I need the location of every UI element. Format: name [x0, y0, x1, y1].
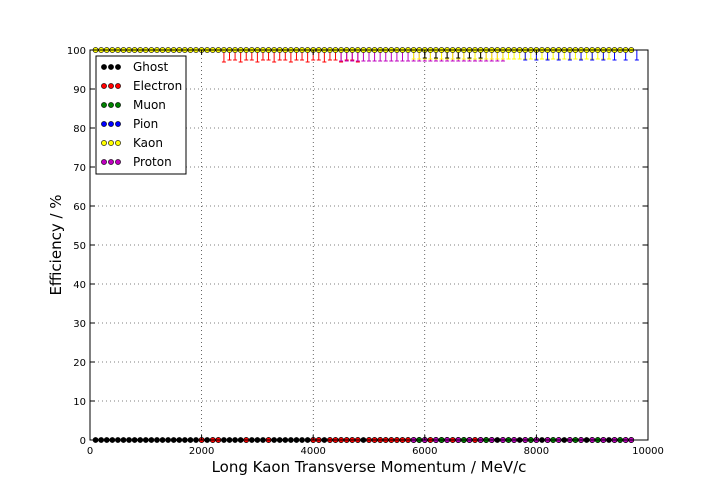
legend-marker-muon: [108, 102, 114, 108]
legend-label-proton: Proton: [133, 155, 172, 169]
y-tick-label: 10: [73, 397, 86, 408]
legend-label-electron: Electron: [133, 79, 182, 93]
x-tick-label: 6000: [412, 446, 437, 457]
legend-label-muon: Muon: [133, 98, 166, 112]
x-tick-label: 2000: [189, 446, 214, 457]
x-tick-label: 8000: [524, 446, 549, 457]
y-tick-label: 50: [73, 241, 86, 252]
y-tick-label: 30: [73, 319, 86, 330]
legend-marker-proton: [115, 159, 121, 165]
legend-box: [95, 55, 187, 175]
legend-marker-ghost: [108, 64, 114, 70]
legend-marker-muon: [115, 102, 121, 108]
legend-marker-proton: [101, 159, 107, 165]
legend-label-ghost: Ghost: [133, 60, 168, 74]
y-axis-title: Efficiency / %: [47, 194, 65, 295]
y-tick-label: 60: [73, 202, 86, 213]
y-tick-label: 100: [67, 46, 86, 57]
legend-marker-electron: [108, 83, 114, 89]
x-axis-title: Long Kaon Transverse Momentum / MeV/c: [212, 458, 527, 476]
y-tick-label: 80: [73, 124, 86, 135]
legend-marker-electron: [115, 83, 121, 89]
legend-marker-ghost: [115, 64, 121, 70]
legend-marker-proton: [108, 159, 114, 165]
legend-marker-ghost: [101, 64, 107, 70]
legend-marker-kaon: [115, 140, 121, 146]
x-axis-ticks: 0 2000 4000 6000 8000 10000: [87, 50, 664, 457]
x-tick-label: 4000: [300, 446, 325, 457]
y-tick-label: 70: [73, 163, 86, 174]
legend-marker-kaon: [101, 140, 107, 146]
legend-label-kaon: Kaon: [133, 136, 163, 150]
x-tick-label: 0: [87, 446, 93, 457]
legend-marker-pion: [115, 121, 121, 127]
legend-marker-muon: [101, 102, 107, 108]
legend-marker-pion: [101, 121, 107, 127]
y-axis-ticks: 0 10 20 30 40 50 60 70 80 90 100: [67, 46, 648, 447]
legend-marker-kaon: [108, 140, 114, 146]
y-tick-label: 90: [73, 85, 86, 96]
legend-marker-electron: [101, 83, 107, 89]
x-tick-label: 10000: [632, 446, 664, 457]
y-tick-label: 40: [73, 280, 86, 291]
legend-marker-pion: [108, 121, 114, 127]
legend-label-pion: Pion: [133, 117, 158, 131]
y-tick-label: 0: [80, 436, 86, 447]
legend: Ghost Electron Muon Pion Kaon Proton: [95, 55, 187, 175]
y-tick-label: 20: [73, 358, 86, 369]
